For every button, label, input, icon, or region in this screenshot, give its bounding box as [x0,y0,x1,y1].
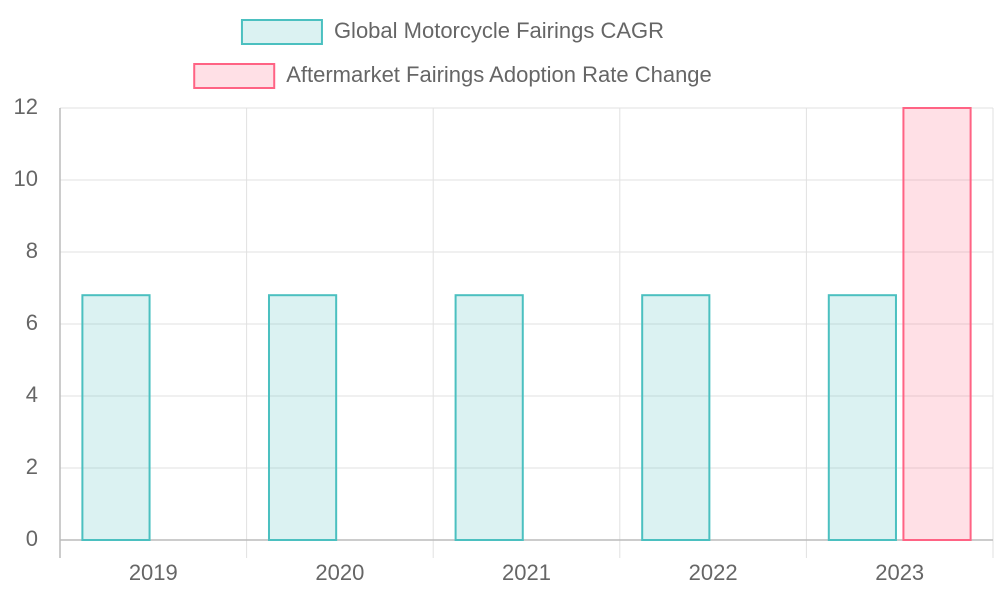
bar [641,294,711,542]
y-tick-label: 4 [26,382,38,407]
y-tick-label: 0 [26,526,38,551]
legend-swatch [193,63,276,89]
y-tick-label: 10 [14,166,38,191]
legend-label: Global Motorcycle Fairings CAGR [334,18,664,43]
bar [267,294,338,542]
bar [454,294,524,542]
bar [81,294,151,542]
x-tick-label: 2021 [502,560,551,585]
y-tick-label: 2 [26,454,38,479]
legend-swatch [240,19,323,45]
y-tick-label: 6 [26,310,38,335]
x-tick-label: 2022 [689,560,738,585]
bar [902,107,972,541]
bar [827,294,897,542]
y-tick-label: 8 [26,238,38,263]
x-tick-label: 2020 [315,560,364,585]
y-tick-label: 12 [14,94,38,119]
x-tick-label: 2019 [129,560,178,585]
legend-label: Aftermarket Fairings Adoption Rate Chang… [286,62,712,87]
x-tick-label: 2023 [875,560,924,585]
